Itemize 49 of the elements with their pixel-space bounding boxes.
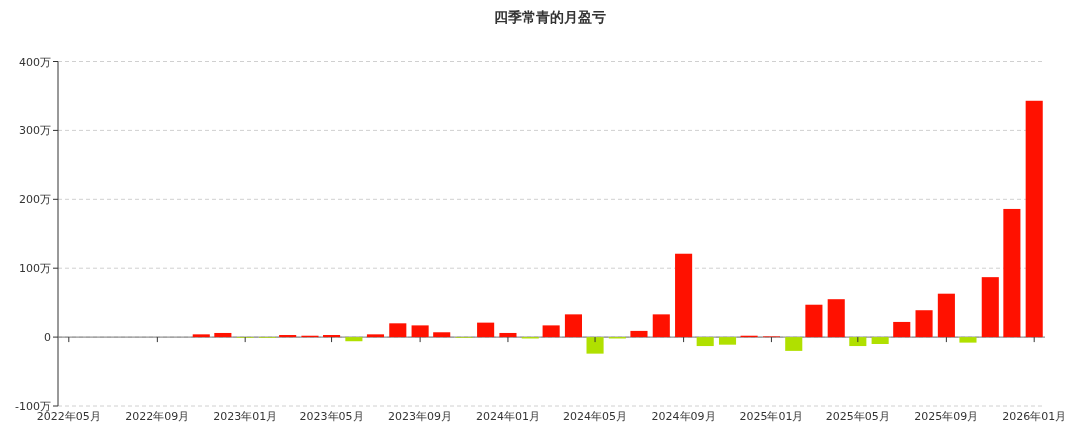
x-tick-label: 2025年05月: [825, 410, 890, 423]
x-tick-label: 2023年09月: [388, 410, 453, 423]
x-tick-label: 2024年05月: [563, 410, 628, 423]
bar: [696, 337, 714, 347]
y-tick-label: 400万: [19, 55, 51, 69]
bar: [675, 253, 693, 338]
y-tick-label: 200万: [19, 193, 51, 207]
bar: [871, 337, 889, 344]
x-tick-label: 2024年01月: [475, 410, 540, 423]
bar: [477, 322, 495, 338]
bar: [366, 334, 385, 338]
bar: [893, 321, 911, 338]
bar: [411, 325, 429, 338]
bar: [849, 337, 867, 347]
y-tick-label: -100万: [15, 400, 51, 413]
bar: [915, 310, 933, 338]
bar: [323, 335, 341, 338]
bar: [542, 325, 560, 338]
bar: [499, 332, 517, 338]
y-tick-label: 0: [44, 331, 51, 345]
x-tick-label: 2026年01月: [1002, 410, 1067, 423]
x-tick-label: 2025年01月: [739, 410, 804, 423]
bar: [785, 337, 803, 351]
bar: [279, 335, 297, 338]
chart-title: 四季常青的月盈亏: [494, 9, 606, 25]
bar: [345, 337, 363, 342]
x-tick-label: 2025年09月: [914, 410, 979, 423]
x-tick-label: 2022年09月: [125, 410, 190, 423]
bar: [1003, 208, 1021, 338]
bar: [586, 337, 604, 354]
y-tick-label: 100万: [19, 262, 51, 276]
x-tick-label: 2023年05月: [299, 410, 364, 423]
bar: [805, 304, 823, 338]
bar: [1025, 100, 1043, 338]
bar: [433, 332, 451, 338]
bar: [959, 337, 977, 343]
bar: [192, 334, 210, 338]
y-tick-label: 300万: [19, 124, 51, 138]
bar: [652, 314, 670, 338]
bar: [214, 332, 232, 338]
bar: [937, 293, 955, 338]
bar: [389, 323, 407, 338]
bar: [630, 330, 648, 338]
x-tick-label: 2024年09月: [651, 410, 716, 423]
bar: [827, 299, 845, 338]
bar: [718, 337, 737, 345]
x-tick-label: 2023年01月: [213, 410, 278, 423]
bar: [564, 314, 582, 338]
bar: [981, 277, 999, 338]
